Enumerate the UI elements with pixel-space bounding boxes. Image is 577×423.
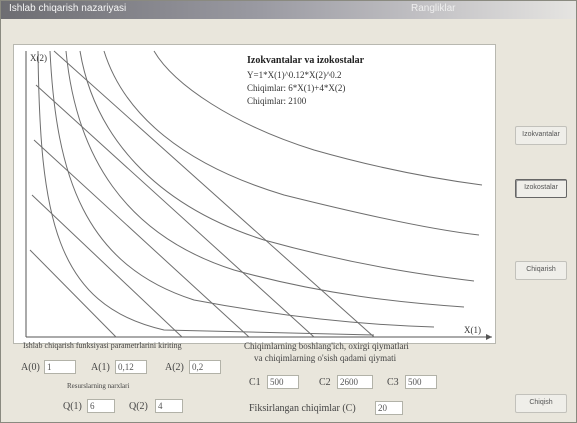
fixed-cost-label: Fiksirlangan chiqimlar (C) <box>249 403 356 414</box>
a2-label: A(2) <box>165 362 184 373</box>
isoquant-curve <box>103 50 480 236</box>
q1-input[interactable]: 6 <box>87 399 115 413</box>
isoquant-curve <box>49 50 435 328</box>
chiqarish-button[interactable]: Chiqarish <box>515 261 567 280</box>
form-body: X(2) X(1) Izokvantalar va izokostalar Y=… <box>1 19 576 422</box>
isoquant-curve <box>37 50 375 336</box>
chart-info-function: Y=1*X(1)^0.12*X(2)^0.2 <box>247 70 342 80</box>
isoquant-curve <box>153 50 483 186</box>
c3-label: C3 <box>387 377 399 388</box>
window-title-right: Rangliklar <box>411 3 456 14</box>
isoquant-chart <box>25 50 492 340</box>
chiqish-button[interactable]: Chiqish <box>515 394 567 413</box>
isocost-line <box>29 249 117 338</box>
izokostalar-button[interactable]: Izokostalar <box>515 179 567 198</box>
a0-input[interactable]: 1 <box>44 360 76 374</box>
c1-label: C1 <box>249 377 261 388</box>
c1-input[interactable]: 500 <box>267 375 299 389</box>
c3-input[interactable]: 500 <box>405 375 437 389</box>
q1-label: Q(1) <box>63 401 82 412</box>
q2-input[interactable]: 4 <box>155 399 183 413</box>
arrow-icon <box>486 334 492 340</box>
isocost-line <box>33 139 250 338</box>
chart-info-budget: Chiqimlar: 2100 <box>247 96 307 106</box>
c2-input[interactable]: 2600 <box>337 375 373 389</box>
isoquant-curve <box>65 50 465 308</box>
izokvantalar-button[interactable]: Izokvantalar <box>515 126 567 145</box>
params-heading: Ishlab chiqarish funksiyasi parametrlari… <box>23 341 182 350</box>
costs-heading-line1: Chiqimlarning boshlang'ich, oxirgi qiyma… <box>244 341 409 351</box>
a1-input[interactable]: 0,12 <box>115 360 147 374</box>
chart-area: X(2) X(1) Izokvantalar va izokostalar Y=… <box>13 44 496 344</box>
y-axis-label: X(2) <box>30 53 47 63</box>
costs-heading-line2: va chiqimlarning o'sish qadami qiymati <box>254 353 397 363</box>
a1-label: A(1) <box>91 362 110 373</box>
fixed-cost-input[interactable]: 20 <box>375 401 403 415</box>
prices-heading: Resurslarning narxlari <box>67 382 130 390</box>
isocost-line <box>31 194 183 338</box>
c2-label: C2 <box>319 377 331 388</box>
a0-label: A(0) <box>21 362 40 373</box>
title-bar[interactable]: Ishlab chiqarish nazariyasi Rangliklar <box>1 1 576 19</box>
isocost-line <box>35 84 315 338</box>
q2-label: Q(2) <box>129 401 148 412</box>
window-title: Ishlab chiqarish nazariyasi <box>9 3 127 14</box>
isocost-line <box>53 50 375 338</box>
chart-info-cost: Chiqimlar: 6*X(1)+4*X(2) <box>247 83 346 93</box>
a2-input[interactable]: 0,2 <box>189 360 221 374</box>
isoquant-curve <box>79 50 475 282</box>
chart-info-title: Izokvantalar va izokostalar <box>247 55 365 66</box>
x-axis-label: X(1) <box>464 325 481 335</box>
